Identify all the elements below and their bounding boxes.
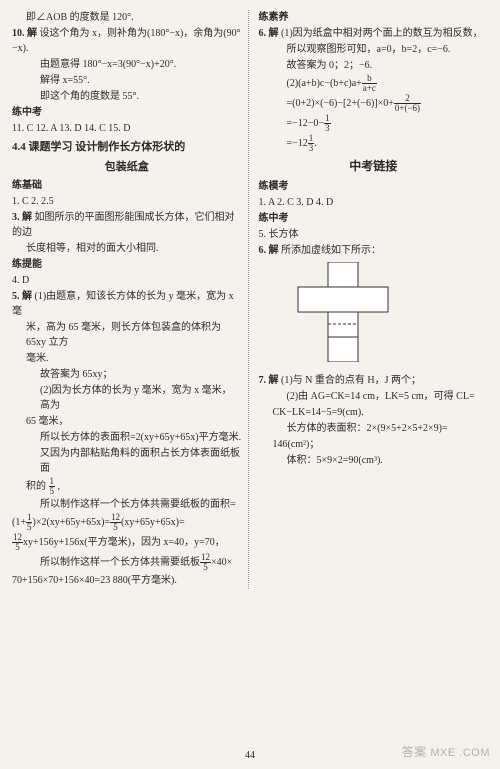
text-line: 6. 解 (1)因为纸盒中相对两个面上的数互为相反数， (259, 26, 489, 41)
heading-lts: 练提能 (12, 257, 242, 272)
text-line: 解得 x=55°. (12, 73, 242, 88)
text: , (55, 481, 60, 492)
text-line: 70+156×70+156×40=23 880(平方毫米). (12, 573, 242, 588)
text: (1)因为纸盒中相对两个面上的数互为相反数， (281, 28, 483, 39)
text: ×40× (211, 557, 232, 568)
label: 6. 解 (259, 245, 279, 256)
section-title-2: 包装纸盒 (12, 159, 242, 176)
text-line: 即这个角的度数是 55°. (12, 89, 242, 104)
text-line: 3. 解 如图所示的平面图形能围成长方体，它们相对的边 (12, 210, 242, 240)
text-line: =(0+2)×(−6)−[2+(−6)]×0+20+(−6) (259, 94, 489, 113)
label: 6. 解 (259, 28, 279, 39)
label: 5. 解 (12, 291, 32, 302)
net-figure (273, 262, 489, 367)
text-line: 又因为内部粘贴角料的面积占长方体表面纸板面 (12, 446, 242, 476)
text-line: 体积：5×9×2=90(cm³). (259, 453, 489, 468)
fraction: 125 (200, 553, 211, 572)
text-line: 故答案为 65xy； (12, 367, 242, 382)
text: . (314, 138, 317, 149)
fraction: 125 (12, 533, 23, 552)
text: =−12−0− (287, 118, 325, 129)
text: (xy+65y+65x)= (121, 517, 185, 528)
text-line: 10. 解 设这个角为 x，则补角为(180°−x)，余角为(90°−x). (12, 26, 242, 56)
text-line: 125xy+156y+156x(平方毫米)，因为 x=40，y=70， (12, 533, 242, 552)
right-column: 练素养 6. 解 (1)因为纸盒中相对两个面上的数互为相反数， 所以观察图形可知… (257, 10, 489, 589)
text-line: 1. A 2. C 3. D 4. D (259, 195, 489, 210)
text-line: (2)由 AG=CK=14 cm，LK=5 cm，可得 CL= (259, 389, 489, 404)
text-line: 所以观察图形可知，a=0，b=2，c=−6. (259, 42, 489, 57)
text: (1)由题意，知该长方体的长为 y 毫米，宽为 x 毫 (12, 291, 234, 317)
watermark: 答案 MXE .COM (402, 743, 490, 762)
text-line: (2)因为长方体的长为 y 毫米，宽为 x 毫米，高为 (12, 383, 242, 413)
fraction: 20+(−6) (394, 94, 421, 113)
watermark-cn: 答案 (402, 745, 427, 759)
left-column: 即∠AOB 的度数是 120°. 10. 解 设这个角为 x，则补角为(180°… (12, 10, 249, 589)
text: 积的 (26, 481, 49, 492)
heading-lzk: 练中考 (12, 105, 242, 120)
text: (1)与 N 重合的点有 H，J 两个； (281, 375, 421, 386)
text: (2)(a+b)c−(b+c)a+ (287, 78, 362, 89)
text: =−12 (287, 138, 308, 149)
text: 设这个角为 x，则补角为(180°−x)，余角为(90°−x). (12, 28, 241, 54)
text-line: 由题意得 180°−x=3(90°−x)+20°. (12, 57, 242, 72)
section-title: 4.4 课题学习 设计制作长方体形状的 (12, 139, 242, 156)
text-line: =−12−0−13 (259, 114, 489, 133)
text-line: 7. 解 (1)与 N 重合的点有 H，J 两个； (259, 373, 489, 388)
text: 所以制作这样一个长方体共需要纸板 (40, 557, 200, 568)
heading-lmk: 练模考 (259, 179, 489, 194)
text-line: 米，高为 65 毫米，则长方体包装盒的体积为 65xy 立方 (12, 320, 242, 350)
page-number: 44 (245, 748, 255, 763)
fraction: 125 (110, 513, 121, 532)
text: (1+ (12, 517, 26, 528)
text-line: 4. D (12, 273, 242, 288)
text-line: (1+15)×2(xy+65y+65x)=125(xy+65y+65x)= (12, 513, 242, 532)
text-line: 长方体的表面积：2×(9×5+2×5+2×9)= (259, 421, 489, 436)
text-line: 所以长方体的表面积=2(xy+65y+65x)平方毫米. (12, 430, 242, 445)
text-line: 6. 解 所添加虚线如下所示： (259, 243, 489, 258)
text-line: 5. 长方体 (259, 227, 489, 242)
text-line: 长度相等，相对的面大小相同. (12, 241, 242, 256)
label: 7. 解 (259, 375, 279, 386)
text-line: 5. 解 (1)由题意，知该长方体的长为 y 毫米，宽为 x 毫 (12, 289, 242, 319)
text-line: CK−LK=14−5=9(cm). (259, 405, 489, 420)
text-line: 故答案为 0；2；−6. (259, 58, 489, 73)
page-columns: 即∠AOB 的度数是 120°. 10. 解 设这个角为 x，则补角为(180°… (12, 10, 488, 589)
text-line: 65 毫米， (12, 414, 242, 429)
zkl-title: 中考链接 (259, 157, 489, 175)
text: =(0+2)×(−6)−[2+(−6)]×0+ (287, 98, 394, 109)
heading-lsy: 练素养 (259, 10, 489, 25)
net-svg (273, 262, 413, 362)
text: 如图所示的平面图形能围成长方体，它们相对的边 (12, 212, 235, 238)
label: 3. 解 (12, 212, 32, 223)
fraction: 13 (324, 114, 331, 133)
watermark-en: MXE .COM (430, 747, 490, 759)
text: )×2(xy+65y+65x)= (32, 517, 110, 528)
text: 所添加虚线如下所示： (281, 245, 381, 256)
heading-ljc: 练基础 (12, 178, 242, 193)
text-line: (2)(a+b)c−(b+c)a+ba+c (259, 74, 489, 93)
heading-lzk2: 练中考 (259, 211, 489, 226)
text-line: 所以制作这样一个长方体共需要纸板的面积= (12, 497, 242, 512)
text-line: 1. C 2. 2.5 (12, 194, 242, 209)
text-line: =−1213. (259, 134, 489, 153)
text-line: 11. C 12. A 13. D 14. C 15. D (12, 121, 242, 136)
fraction: ba+c (362, 74, 377, 93)
text-line: 积的 15 , (12, 477, 242, 496)
text-line: 146(cm²)； (259, 437, 489, 452)
label: 10. 解 (12, 28, 37, 39)
text-line: 毫米. (12, 351, 242, 366)
text: xy+156y+156x(平方毫米)，因为 x=40，y=70， (23, 537, 225, 548)
text-line: 所以制作这样一个长方体共需要纸板125×40× (12, 553, 242, 572)
text-line: 即∠AOB 的度数是 120°. (12, 10, 242, 25)
